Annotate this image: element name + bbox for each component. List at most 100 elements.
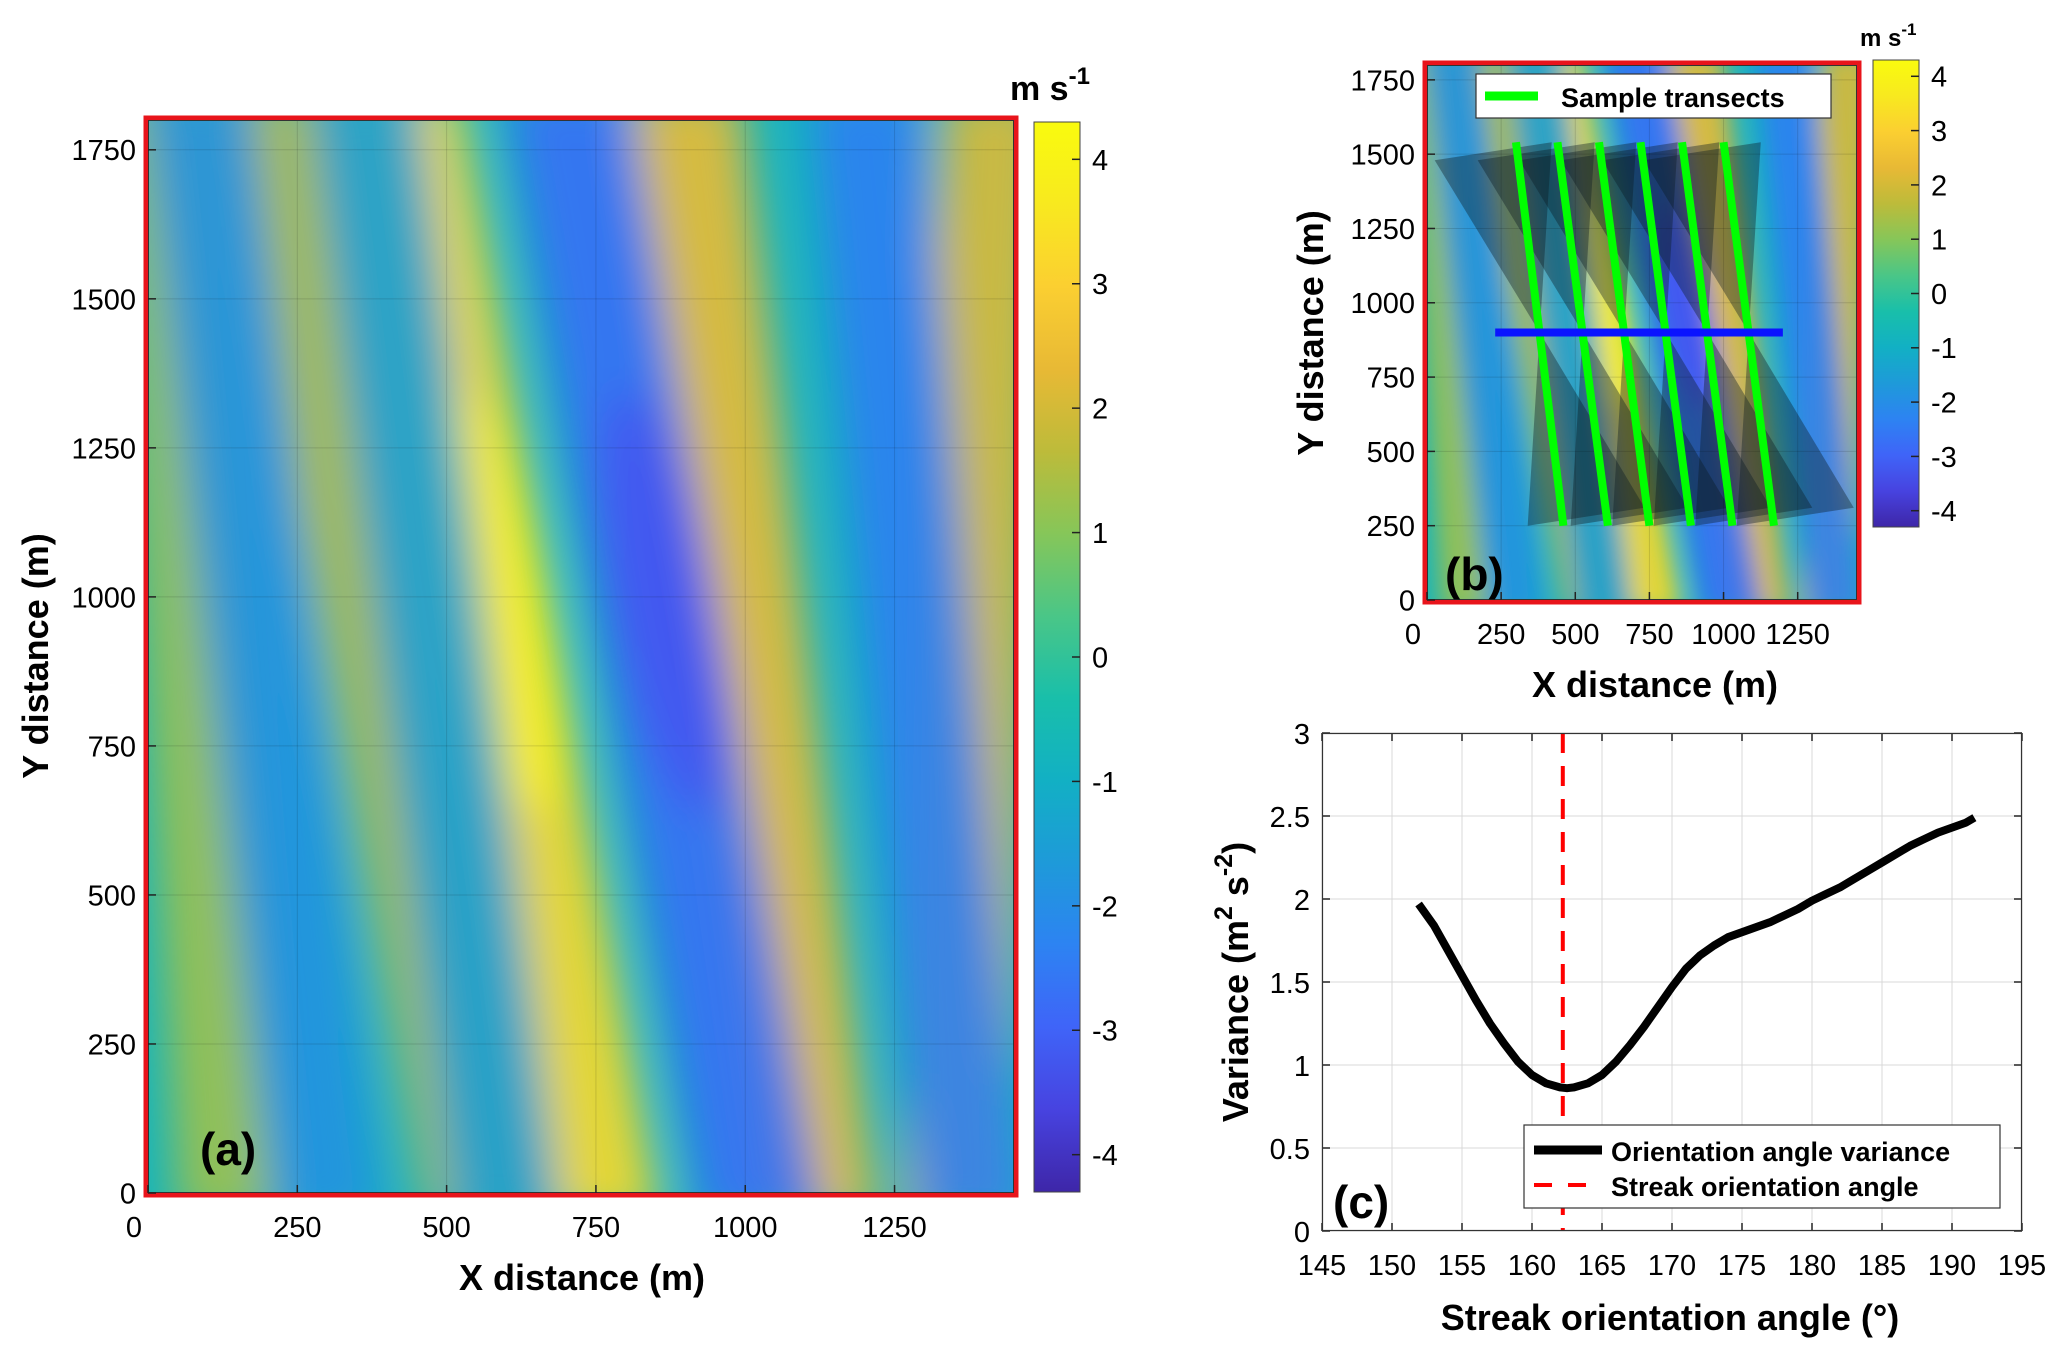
colorbar-tick-label: 2	[1931, 170, 1947, 202]
y-tick-label: 750	[1367, 363, 1415, 395]
y-tick-label: 1250	[1350, 214, 1415, 246]
colorbar-tick-label: 3	[1092, 269, 1108, 301]
panel-label-a: (a)	[200, 1123, 256, 1175]
y-tick-label: 1250	[71, 433, 136, 465]
y-tick-label: 2	[1294, 885, 1310, 917]
xlabel-c: Streak orientation angle (°)	[1441, 1297, 1899, 1338]
x-tick-label: 1250	[1765, 619, 1830, 651]
y-tick-label: 1000	[71, 582, 136, 614]
colorbar-tick-label: 1	[1092, 518, 1108, 550]
y-tick-label: 250	[1367, 511, 1415, 543]
y-tick-label: 1500	[1350, 140, 1415, 172]
streak-core	[603, 391, 727, 815]
colorbar-a: -4 -3 -2 -1 0 1 2 3 4 m s-1	[1010, 63, 1118, 1193]
x-tick-label: 155	[1438, 1250, 1486, 1282]
y-tick-label: 3	[1294, 719, 1310, 751]
y-tick-label: 0	[1294, 1217, 1310, 1249]
colorbar-a-ticks: -4 -3 -2 -1 0 1 2 3 4	[1072, 145, 1118, 1172]
panel-a: 0 250 500 750 1000 1250 0 250 500 750 1000 1250 1500…	[15, 63, 1118, 1298]
ticks-b: 0 250 500 750 1000 1250 0 250 500 750 1000 1250 1500…	[1350, 65, 1829, 651]
grid-a	[148, 120, 1014, 1193]
x-tick-label: 750	[1625, 619, 1673, 651]
panel-label-b: (b)	[1445, 548, 1504, 600]
colorbar-tick-label: 0	[1092, 642, 1108, 674]
streak-band	[148, 120, 379, 1193]
colorbar-tick-label: 3	[1931, 116, 1947, 148]
ticks-c: 145 150 155 160 165 170 175 180 185 190 195 0 0.5 1 1.…	[1270, 719, 2047, 1282]
y-tick-label: 1	[1294, 1051, 1310, 1083]
xlabel-a: X distance (m)	[459, 1257, 705, 1298]
x-tick-label: 165	[1578, 1250, 1626, 1282]
y-tick-label: 1750	[71, 135, 136, 167]
x-tick-label: 500	[422, 1212, 470, 1244]
colorbar-b-unit: m s-1	[1860, 20, 1916, 52]
colorbar-b-ticks: -4 -3 -2 -1 0 1 2 3 4	[1911, 62, 1957, 528]
colorbar-tick-label: 2	[1092, 394, 1108, 426]
ylabel-b: Y distance (m)	[1290, 210, 1331, 455]
legend-c-label-streak: Streak orientation angle	[1611, 1172, 1919, 1202]
colorbar-tick-label: -1	[1931, 333, 1957, 365]
x-tick-label: 180	[1788, 1250, 1836, 1282]
x-tick-label: 160	[1508, 1250, 1556, 1282]
streak-band	[812, 120, 1014, 1193]
streak-band	[1427, 65, 1543, 600]
y-tick-label: 0.5	[1270, 1134, 1310, 1166]
y-tick-label: 1.5	[1270, 968, 1310, 1000]
colorbar-tick-label: -2	[1931, 388, 1957, 420]
streak-band	[634, 120, 875, 1193]
x-tick-label: 145	[1298, 1250, 1346, 1282]
xlabel-b: X distance (m)	[1532, 664, 1778, 705]
y-tick-label: 2.5	[1270, 802, 1310, 834]
x-tick-label: 1250	[862, 1212, 927, 1244]
heatmap-a	[148, 120, 1014, 1193]
ticks-a: 0 250 500 750 1000 1250 0 250 500 750 1000 1250 1500…	[71, 135, 926, 1244]
colorbar-tick-label: 1	[1931, 225, 1947, 257]
y-tick-label: 0	[120, 1178, 136, 1210]
frame-a	[143, 115, 1019, 1198]
x-tick-label: 1000	[1691, 619, 1756, 651]
colorbar-a-unit: m s-1	[1010, 63, 1090, 108]
y-tick-label: 500	[88, 880, 136, 912]
x-tick-label: 170	[1648, 1250, 1696, 1282]
x-tick-label: 250	[273, 1212, 321, 1244]
streak-band	[311, 120, 558, 1193]
x-tick-label: 0	[1405, 619, 1421, 651]
streak-core	[1652, 200, 1715, 412]
series-variance-line	[1415, 814, 1977, 1093]
streak-band	[1756, 65, 1857, 600]
colorbar-tick-label: -2	[1092, 891, 1118, 923]
x-tick-label: 250	[1477, 619, 1525, 651]
legend-b: Sample transects	[1475, 73, 1832, 119]
colorbar-tick-label: -3	[1092, 1016, 1118, 1048]
colorbar-tick-label: -4	[1092, 1140, 1118, 1172]
ylabel-c: Variance (m2 s-2)	[1210, 842, 1256, 1122]
panel-b: 0 250 500 750 1000 1250 0 250 500 750 1000 1250 1500…	[1290, 20, 1957, 705]
y-tick-label: 0	[1399, 585, 1415, 617]
x-tick-label: 750	[572, 1212, 620, 1244]
x-tick-label: 0	[126, 1212, 142, 1244]
y-tick-label: 750	[88, 731, 136, 763]
axes-box-c	[1321, 732, 2023, 1232]
colorbar-b: -4 -3 -2 -1 0 1 2 3 4 m s-1	[1860, 20, 1957, 528]
colorbar-tick-label: -1	[1092, 767, 1118, 799]
y-tick-label: 500	[1367, 437, 1415, 469]
x-tick-label: 185	[1858, 1250, 1906, 1282]
axes-box-a	[148, 120, 1014, 1193]
y-tick-label: 1500	[71, 284, 136, 316]
panel-label-c: (c)	[1333, 1176, 1389, 1228]
colorbar-tick-label: 4	[1092, 145, 1108, 177]
legend-c: Orientation angle variance Streak orient…	[1523, 1124, 2001, 1209]
legend-b-label: Sample transects	[1561, 83, 1785, 113]
legend-c-label-variance: Orientation angle variance	[1611, 1137, 1950, 1167]
axes-box-b	[1427, 65, 1857, 600]
colorbar-tick-label: 4	[1931, 62, 1947, 94]
ylabel-a: Y distance (m)	[15, 533, 56, 778]
legend-c-box	[1523, 1124, 2001, 1209]
x-tick-label: 195	[1998, 1250, 2046, 1282]
x-tick-label: 175	[1718, 1250, 1766, 1282]
colorbar-tick-label: 0	[1931, 279, 1947, 311]
x-tick-label: 150	[1368, 1250, 1416, 1282]
panel-c: 145 150 155 160 165 170 175 180 185 190 195 0 0.5 1 1.…	[1210, 719, 2046, 1338]
x-tick-label: 500	[1551, 619, 1599, 651]
